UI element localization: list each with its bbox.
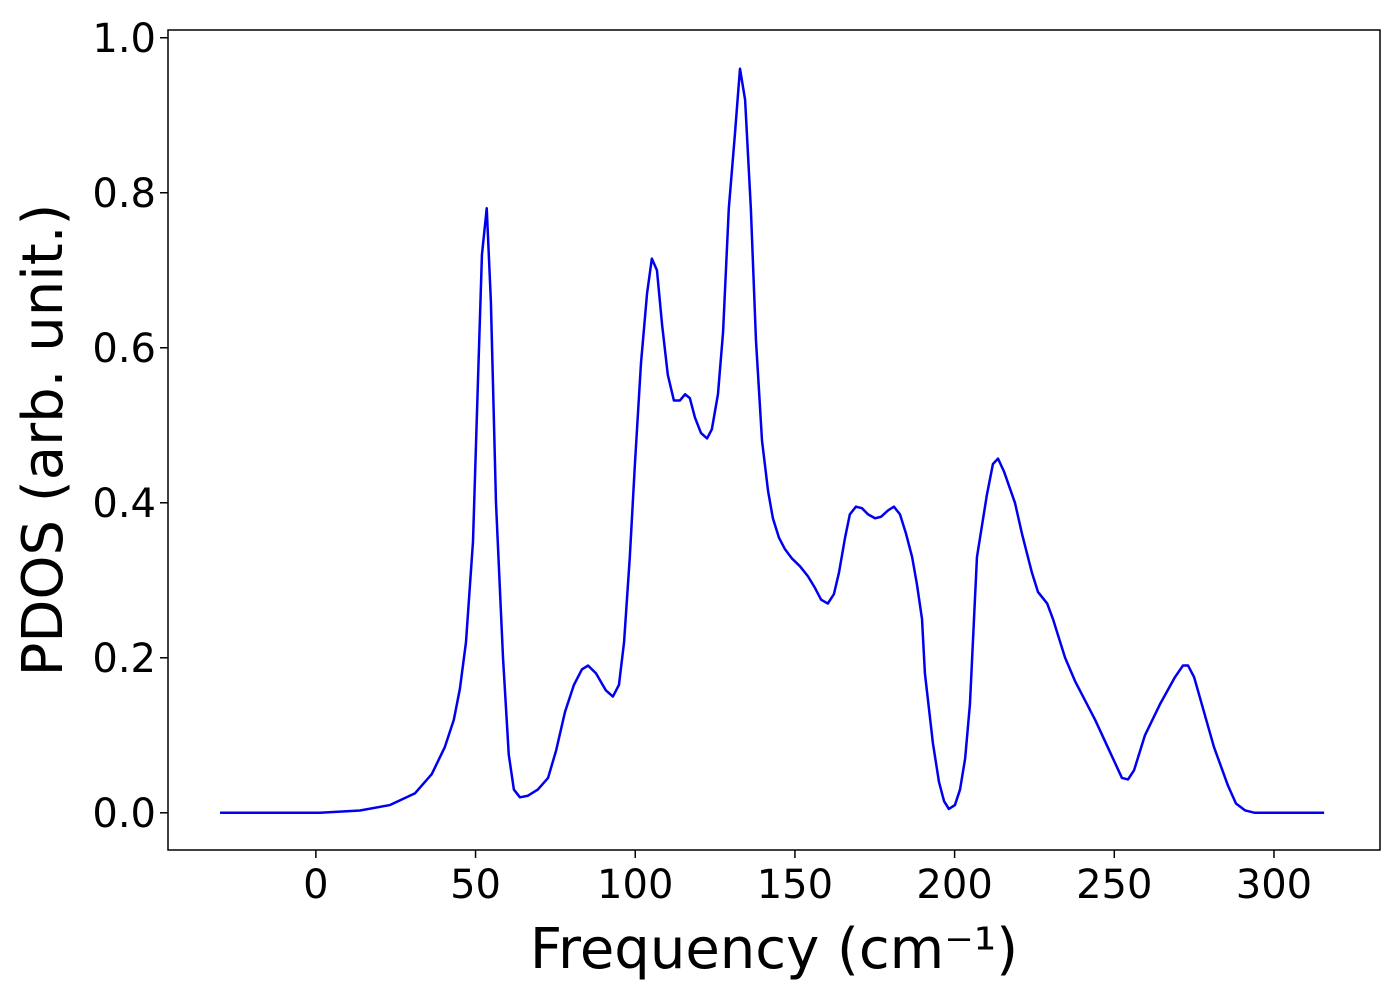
y-tick-label: 0.2 [92, 636, 156, 682]
y-tick-label: 0.8 [92, 171, 156, 217]
x-tick-label: 100 [597, 862, 673, 908]
x-tick-label: 300 [1236, 862, 1312, 908]
y-tick-label: 1.0 [92, 16, 156, 62]
x-tick-label: 50 [450, 862, 501, 908]
x-tick-label: 200 [916, 862, 992, 908]
y-tick-label: 0.6 [92, 326, 156, 372]
y-tick-label: 0.4 [92, 481, 156, 527]
y-axis-label: PDOS (arb. unit.) [11, 204, 76, 677]
data-line [220, 67, 1325, 815]
y-tick-label: 0.0 [92, 791, 156, 837]
x-axis-label: Frequency (cm⁻¹) [530, 917, 1018, 982]
x-tick-label: 250 [1076, 862, 1152, 908]
plot-frame [167, 29, 1381, 851]
x-tick-label: 150 [757, 862, 833, 908]
x-tick-label: 0 [303, 862, 328, 908]
